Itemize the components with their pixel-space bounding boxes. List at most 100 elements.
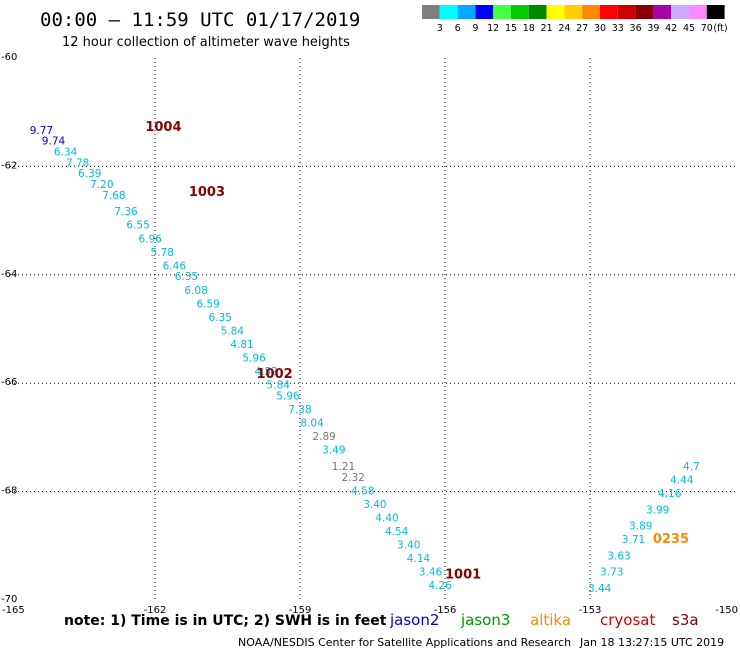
wave-height-value: 4.40 [375,512,398,524]
latitude-tick-label: -60 [1,52,17,63]
legend-swatch [439,5,458,19]
legend-bin-label: 42 [665,23,677,34]
latitude-tick-label: -68 [1,486,17,497]
map-plot-area: -165 -162 -159 -156 -153 -150 -60 -62 -64 -66 -68… [1,52,738,616]
wave-height-value: 6.55 [126,220,149,232]
wave-height-value: 4.44 [670,474,694,486]
latitude-tick-label: -70 [1,594,17,605]
wave-height-value: 3.40 [363,499,386,511]
wave-height-value: 9.74 [42,136,66,148]
wave-height-value: 2.89 [312,431,335,443]
wave-height-points: 9.779.746.347.786.397.207.68 7.36 6.556.96… [30,125,700,595]
satellite-legend: jason2 jason3 altika cryosat s3a [389,611,699,629]
legend-swatch [635,5,654,19]
map-background [10,58,735,600]
legend-swatch [706,5,725,19]
wave-height-value: 4.58 [351,485,374,497]
wave-height-value: 3.89 [629,521,652,533]
wave-height-value: 5.96 [276,390,300,402]
wave-height-value: 3.73 [600,567,623,579]
wave-height-value: 5.84 [267,380,291,392]
wave-height-value: 1.21 [332,461,355,473]
footer-note: note: 1) Time is in UTC; 2) SWH is in fe… [64,613,387,629]
color-legend: 3 6 9 12 15 18 21 24 27 30 33 36 39 42 45 70 (ft) [422,5,728,34]
wave-height-value: 7.20 [90,179,113,191]
legend-swatch [528,5,547,19]
wave-height-value: 7.38 [288,404,311,416]
satellite-name-cryosat: cryosat [600,611,655,629]
wave-height-value: 3.71 [622,534,645,546]
wave-height-value: 7.36 [114,206,138,218]
wave-height-value: 6.96 [138,233,162,245]
legend-swatch [617,5,636,19]
wave-height-value: 4.16 [658,488,682,500]
legend-swatch [564,5,583,19]
wave-height-value: 5.84 [221,325,245,337]
wave-height-value: 4.81 [230,339,253,351]
gridlines [10,58,735,600]
longitude-tick-label: -165 [2,605,25,616]
longitude-tick-label: -153 [579,605,602,616]
legend-swatch [582,5,600,19]
wave-height-value: 5.78 [151,247,174,259]
legend-unit: (ft) [713,23,727,34]
legend-swatch [422,5,440,19]
wave-height-value: 3.40 [397,540,420,552]
wave-height-value: 7.78 [66,157,89,169]
wave-height-value: 3.49 [322,445,345,457]
legend-swatch [653,5,672,19]
legend-swatch [689,5,707,19]
wave-height-value: 6.35 [209,312,232,324]
satellite-name-jason2: jason2 [389,611,439,629]
legend-bin-label: 6 [455,23,461,34]
wave-height-value: 8.04 [300,418,324,430]
legend-bin-label: 3 [437,23,443,34]
pass-number-label: 0235 [653,532,689,547]
longitude-tick-label: -159 [289,605,312,616]
legend-bin-label: 12 [487,23,499,34]
legend-bin-label: 9 [472,23,478,34]
legend-swatch [511,5,529,19]
wave-height-value: 4.14 [407,553,431,565]
wave-height-value: 4.7 [683,461,700,473]
longitude-tick-label: -162 [144,605,167,616]
legend-bin-label: 33 [612,23,624,34]
legend-bin-label: 15 [505,23,517,34]
pass-labels: 1004 1003 1002 1001 0235 [145,120,689,582]
wave-height-value: 9.77 [30,125,53,137]
wave-height-value: 3.63 [607,550,630,562]
legend-bin-label: 18 [523,23,535,34]
wave-height-value: 6.39 [78,168,101,180]
pass-number-label: 1004 [145,120,181,135]
wave-height-value: 2.32 [341,472,364,484]
wave-height-value: 4.26 [428,580,452,592]
wave-height-value: 6.59 [196,298,219,310]
wave-height-value: 4.54 [385,526,409,538]
footer-credit: NOAA/NESDIS Center for Satellite Applica… [238,636,571,649]
wave-height-value: 6.08 [184,285,207,297]
legend-swatch [600,5,618,19]
latitude-tick-labels: -60 -62 -64 -66 -68 -70 [1,52,17,605]
wave-height-value: 3.46 [419,567,443,579]
longitude-tick-label: -150 [715,605,738,616]
legend-bin-label: 39 [647,23,659,34]
wave-height-value: 3.44 [588,583,612,595]
legend-bin-label: 21 [541,23,553,34]
pass-number-label: 1002 [257,367,293,382]
wave-height-value: 5.96 [242,353,266,365]
footer-timestamp: Jan 18 13:27:15 UTC 2019 [579,636,724,649]
page-subtitle: 12 hour collection of altimeter wave hei… [62,35,350,50]
legend-bin-label: 24 [558,23,570,34]
legend-swatch [671,5,689,19]
legend-bin-label: 27 [576,23,588,34]
legend-bin-label: 36 [630,23,642,34]
wave-height-value: 6.46 [163,260,187,272]
legend-bin-label: 45 [683,23,695,34]
wave-height-value: 4.52 [254,366,277,378]
legend-swatch [475,5,494,19]
pass-number-label: 1001 [445,567,481,582]
longitude-tick-labels: -165 -162 -159 -156 -153 -150 [2,605,738,616]
latitude-tick-label: -62 [1,160,17,171]
satellite-name-altika: altika [530,611,571,629]
